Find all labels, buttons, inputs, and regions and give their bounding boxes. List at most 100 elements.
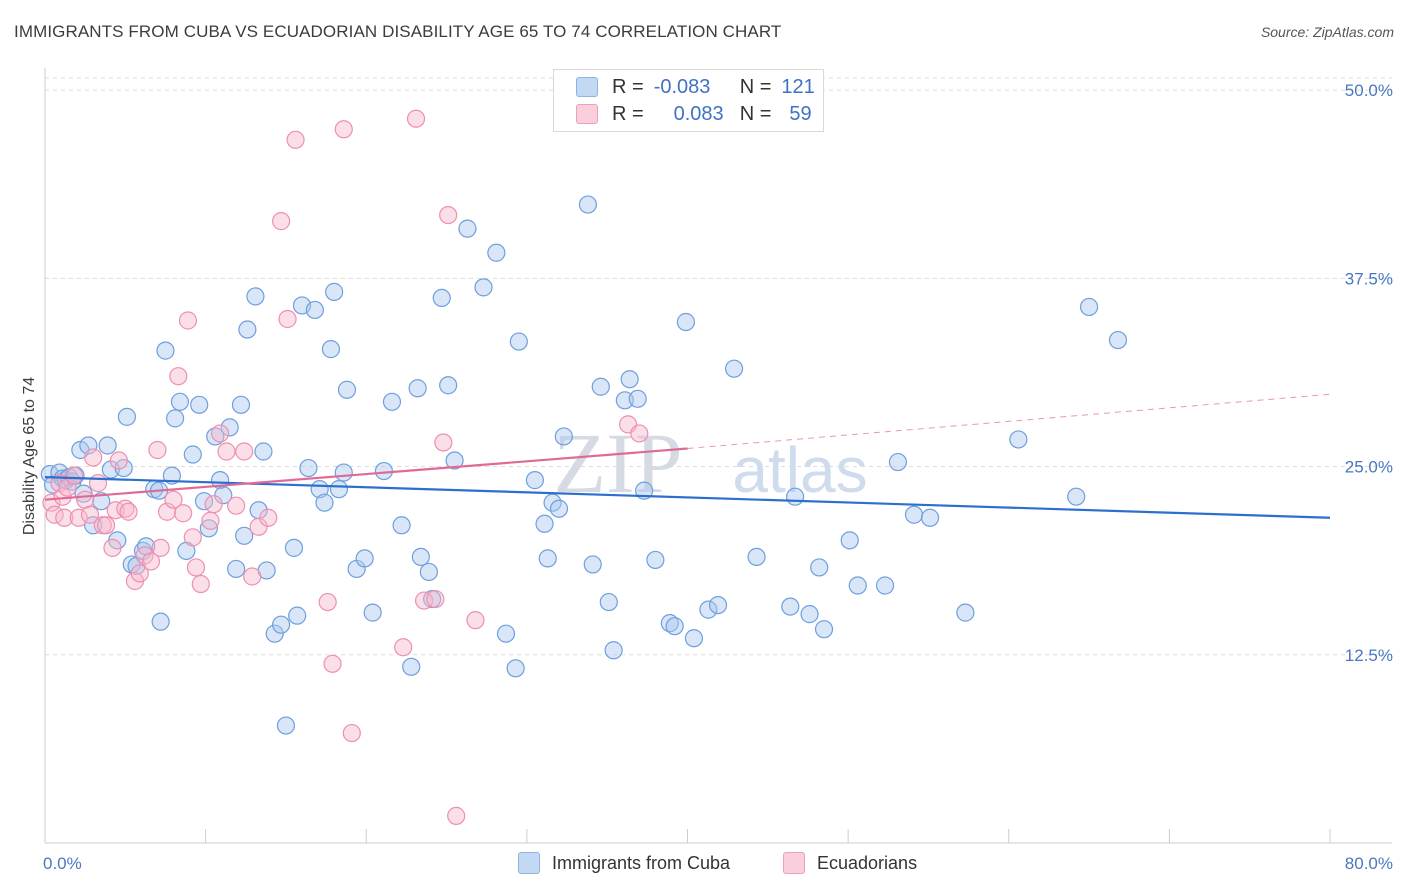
point-ecuadorians [235, 442, 254, 461]
point-ecuadorians [103, 538, 122, 557]
point-cuba [474, 278, 493, 297]
point-ecuadorians [84, 448, 103, 467]
point-ecuadorians [466, 611, 485, 630]
point-cuba [628, 389, 647, 408]
point-cuba [1079, 297, 1099, 317]
point-cuba [888, 452, 908, 472]
point-cuba [355, 549, 374, 568]
y-axis-label: Disability Age 65 to 74 [21, 377, 38, 535]
point-cuba [781, 597, 800, 616]
point-ecuadorians [210, 424, 230, 443]
point-cuba [363, 603, 382, 622]
legend-swatch-ecuadorians [576, 104, 598, 124]
point-cuba [98, 436, 117, 455]
point-ecuadorians [278, 309, 297, 329]
point-cuba [810, 558, 829, 577]
point-cuba [305, 300, 324, 320]
correlation-legend: R = -0.083 N = 121 R = 0.083 N = 59 [553, 69, 824, 132]
y-tick-label: 37.5% [1345, 269, 1393, 288]
legend-n-value: 121 [781, 75, 815, 98]
point-ecuadorians [174, 504, 193, 523]
point-ecuadorians [88, 474, 108, 493]
point-cuba [265, 624, 284, 643]
point-ecuadorians [183, 528, 202, 547]
legend-row-cuba: R = -0.083 N = 121 [576, 75, 815, 99]
point-ecuadorians [426, 589, 445, 609]
point-cuba [299, 458, 318, 478]
point-cuba [956, 603, 975, 622]
point-cuba [325, 282, 344, 301]
point-ecuadorians [342, 723, 361, 743]
point-cuba [676, 312, 695, 332]
y-tick-label: 50.0% [1345, 81, 1393, 100]
point-cuba [699, 600, 718, 619]
point-cuba [665, 617, 684, 636]
legend-n-label: N = [739, 102, 772, 125]
y-tick-label: 12.5% [1345, 646, 1393, 665]
point-cuba [875, 576, 895, 595]
point-cuba [814, 620, 834, 639]
point-cuba [786, 487, 805, 506]
point-ecuadorians [178, 311, 198, 330]
point-ecuadorians [318, 592, 337, 612]
point-cuba [549, 499, 569, 518]
point-ecuadorians [447, 806, 466, 825]
point-cuba [458, 219, 477, 238]
point-cuba [620, 370, 639, 389]
point-cuba [509, 332, 528, 351]
legend-row-ecuadorians: R = 0.083 N = 59 [576, 102, 812, 126]
point-cuba [646, 550, 665, 570]
legend-label-ecuadorians: Ecuadorians [817, 852, 918, 873]
point-ecuadorians [141, 552, 161, 571]
point-cuba [848, 576, 867, 595]
point-cuba [392, 516, 411, 535]
legend-r-label: R = [612, 75, 644, 98]
point-cuba [591, 377, 610, 396]
point-cuba [79, 436, 98, 455]
point-cuba [156, 341, 175, 360]
point-cuba [227, 559, 246, 579]
point-cuba [329, 480, 349, 499]
point-cuba [238, 320, 257, 339]
point-cuba [684, 629, 704, 648]
point-cuba [166, 409, 185, 428]
point-cuba [284, 538, 304, 557]
point-cuba [660, 614, 679, 633]
point-cuba [382, 392, 402, 411]
point-cuba [506, 659, 525, 678]
point-ecuadorians [64, 466, 84, 485]
point-cuba [578, 195, 598, 214]
point-cuba [220, 418, 239, 437]
point-cuba [408, 379, 427, 398]
point-cuba [162, 466, 181, 485]
legend-r-label: R = [612, 102, 644, 125]
point-ecuadorians [394, 638, 413, 657]
x-tick-label-min: 0.0% [43, 854, 82, 873]
legend-label-cuba: Immigrants from Cuba [552, 852, 731, 873]
point-cuba [315, 493, 334, 512]
point-cuba [402, 657, 421, 676]
legend-item-cuba[interactable]: Immigrants from Cuba [518, 852, 730, 874]
y-tick-label: 25.0% [1345, 458, 1393, 477]
legend-r-value: 0.083 [673, 102, 724, 125]
point-cuba [599, 592, 618, 612]
point-ecuadorians [109, 451, 128, 470]
point-cuba [535, 514, 554, 533]
legend-swatch-ecuadorians [783, 852, 805, 874]
point-cuba [432, 288, 451, 308]
x-tick-label-max: 80.0% [1345, 854, 1393, 873]
legend-swatch-cuba [518, 852, 540, 874]
point-cuba [583, 555, 602, 574]
point-ecuadorians [119, 502, 138, 521]
point-cuba [604, 641, 623, 660]
point-ecuadorians [169, 367, 188, 386]
point-cuba [840, 531, 859, 550]
point-cuba [84, 516, 103, 535]
point-ecuadorians [55, 508, 74, 527]
gridlines [45, 77, 1392, 656]
point-cuba [92, 492, 111, 511]
point-ecuadorians [630, 424, 649, 443]
legend-item-ecuadorians[interactable]: Ecuadorians [783, 852, 917, 874]
chart-source: Source: ZipAtlas.com [1260, 24, 1394, 40]
